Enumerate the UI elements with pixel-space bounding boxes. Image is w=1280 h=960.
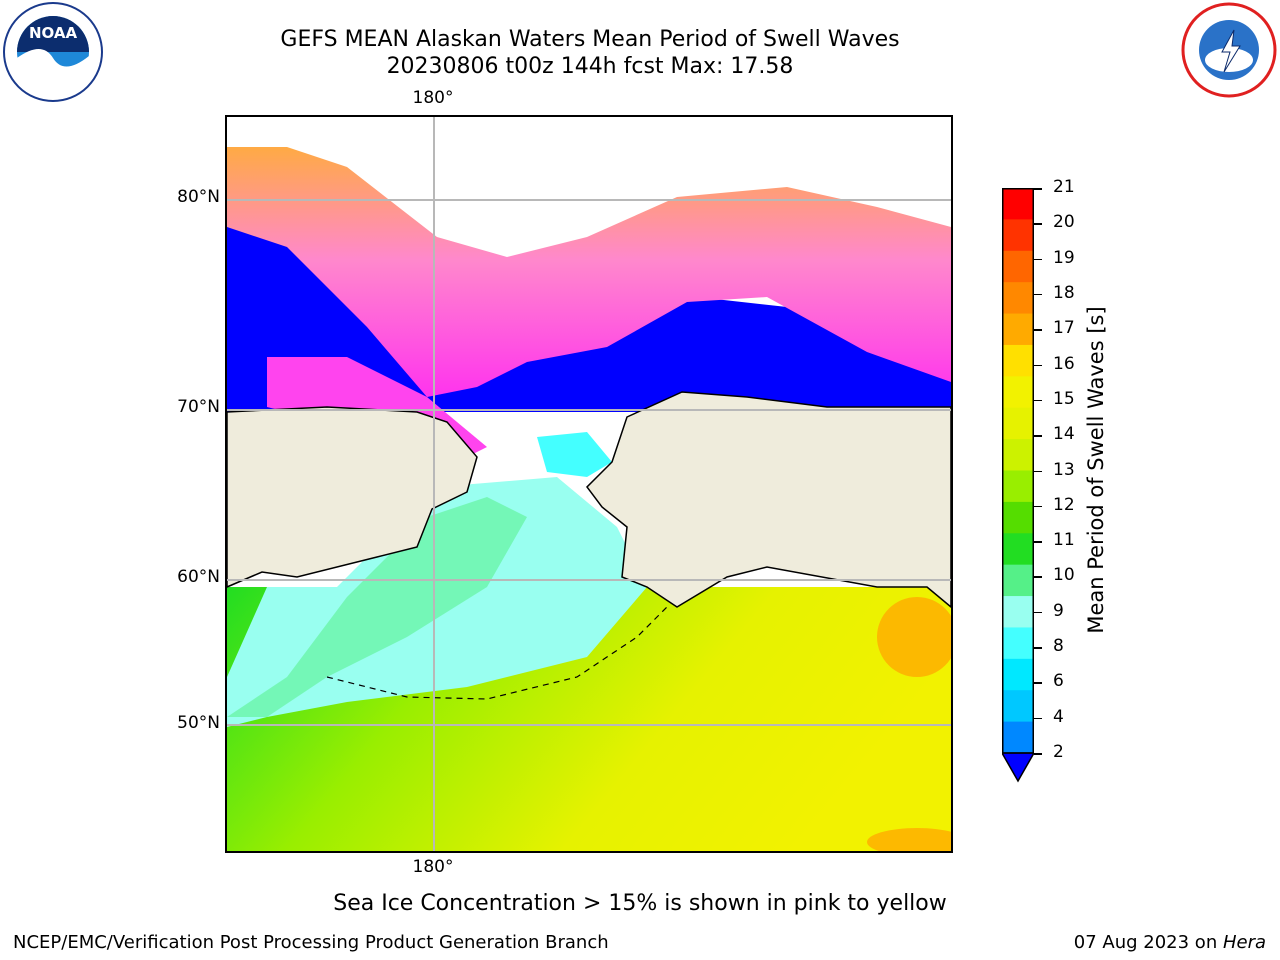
colorbar-label: Mean Period of Swell Waves [s] [1084, 306, 1108, 634]
nws-logo [1178, 0, 1280, 100]
colorbar-tick-mark [1034, 505, 1042, 508]
colorbar-tick-label: 18 [1053, 282, 1075, 303]
colorbar-tick-mark [1034, 188, 1042, 190]
noaa-logo: NOAA [2, 0, 104, 104]
colorbar-segment [1002, 439, 1034, 471]
colorbar-segment [1002, 250, 1034, 283]
colorbar-tick-label: 12 [1053, 494, 1075, 515]
sea-ice-field [227, 147, 951, 397]
colorbar-tick-label: 4 [1053, 706, 1064, 727]
colorbar-tick-label: 16 [1053, 353, 1075, 374]
colorbar-tick-label: 10 [1053, 565, 1075, 586]
colorbar-tick-mark [1034, 329, 1042, 331]
colorbar-tick-label: 13 [1053, 459, 1075, 480]
colorbar-segment [1002, 564, 1034, 597]
lat-label-60: 60°N [177, 567, 220, 587]
colorbar-tick-mark [1034, 293, 1042, 296]
colorbar-tick-mark [1034, 470, 1042, 472]
map-plot [225, 115, 953, 853]
colorbar-tick-mark [1034, 258, 1042, 261]
colorbar-tick-label: 6 [1053, 671, 1064, 692]
lat-label-50: 50°N [177, 713, 220, 733]
colorbar-tick-mark [1034, 399, 1042, 402]
colorbar-segment [1002, 627, 1034, 660]
credit-date: 07 Aug 2023 on Hera [1074, 932, 1266, 953]
colorbar-tick-mark [1034, 576, 1042, 578]
colorbar-segment [1002, 501, 1034, 534]
colorbar-tick-mark [1034, 647, 1042, 649]
colorbar-segment [1002, 313, 1034, 346]
colorbar-tick-mark [1034, 223, 1042, 225]
credit-host: Hera [1222, 932, 1266, 953]
colorbar-segment [1002, 533, 1034, 566]
colorbar-segment [1002, 376, 1034, 409]
colorbar-segment [1002, 219, 1034, 252]
colorbar-segment [1002, 690, 1034, 723]
graticule [227, 117, 951, 851]
colorbar-tick-mark [1034, 364, 1042, 367]
colorbar-tick-mark [1034, 435, 1042, 437]
colorbar-svg [1000, 188, 1036, 783]
colorbar [1000, 188, 1036, 783]
credit-date-text: 07 Aug 2023 on [1073, 932, 1223, 953]
colorbar-tick-label: 15 [1053, 388, 1075, 409]
svg-text:NOAA: NOAA [29, 24, 78, 42]
colorbar-segment [1002, 407, 1034, 440]
sea-ice-footnote: Sea Ice Concentration > 15% is shown in … [333, 891, 947, 916]
colorbar-extend-arrow [1000, 752, 1036, 783]
lat-label-80: 80°N [177, 187, 220, 207]
colorbar-tick-mark [1034, 541, 1042, 543]
colorbar-tick-label: 17 [1053, 318, 1075, 339]
colorbar-tick-label: 20 [1053, 212, 1075, 233]
lat-label-70: 70°N [177, 397, 220, 417]
colorbar-segment [1002, 282, 1034, 315]
colorbar-segment [1002, 188, 1034, 220]
colorbar-tick-label: 8 [1053, 636, 1064, 657]
colorbar-segment [1002, 470, 1034, 503]
colorbar-segment [1002, 596, 1034, 628]
colorbar-tick-mark [1034, 753, 1042, 755]
colorbar-tick-label: 2 [1053, 742, 1064, 762]
lon-label-bottom: 180° [412, 857, 454, 877]
lon-label-top: 180° [412, 88, 454, 108]
colorbar-tick-label: 14 [1053, 424, 1075, 445]
colorbar-tick-mark [1034, 682, 1042, 684]
colorbar-tick-label: 11 [1053, 530, 1075, 551]
colorbar-segment [1002, 344, 1034, 377]
chart-title: GEFS MEAN Alaskan Waters Mean Period of … [280, 27, 900, 52]
credit-branch: NCEP/EMC/Verification Post Processing Pr… [13, 932, 609, 953]
colorbar-tick-label: 21 [1053, 177, 1075, 197]
colorbar-tick-mark [1034, 717, 1042, 720]
colorbar-tick-label: 9 [1053, 600, 1064, 621]
colorbar-tick-mark [1034, 611, 1042, 614]
land-siberia [227, 406, 478, 588]
colorbar-segment [1002, 658, 1034, 691]
colorbar-segment [1002, 721, 1034, 754]
chart-subtitle: 20230806 t00z 144h fcst Max: 17.58 [386, 54, 794, 79]
colorbar-border [1002, 188, 1034, 754]
map-svg [227, 117, 951, 851]
land-alaska [586, 391, 951, 608]
colorbar-tick-label: 19 [1053, 247, 1075, 268]
